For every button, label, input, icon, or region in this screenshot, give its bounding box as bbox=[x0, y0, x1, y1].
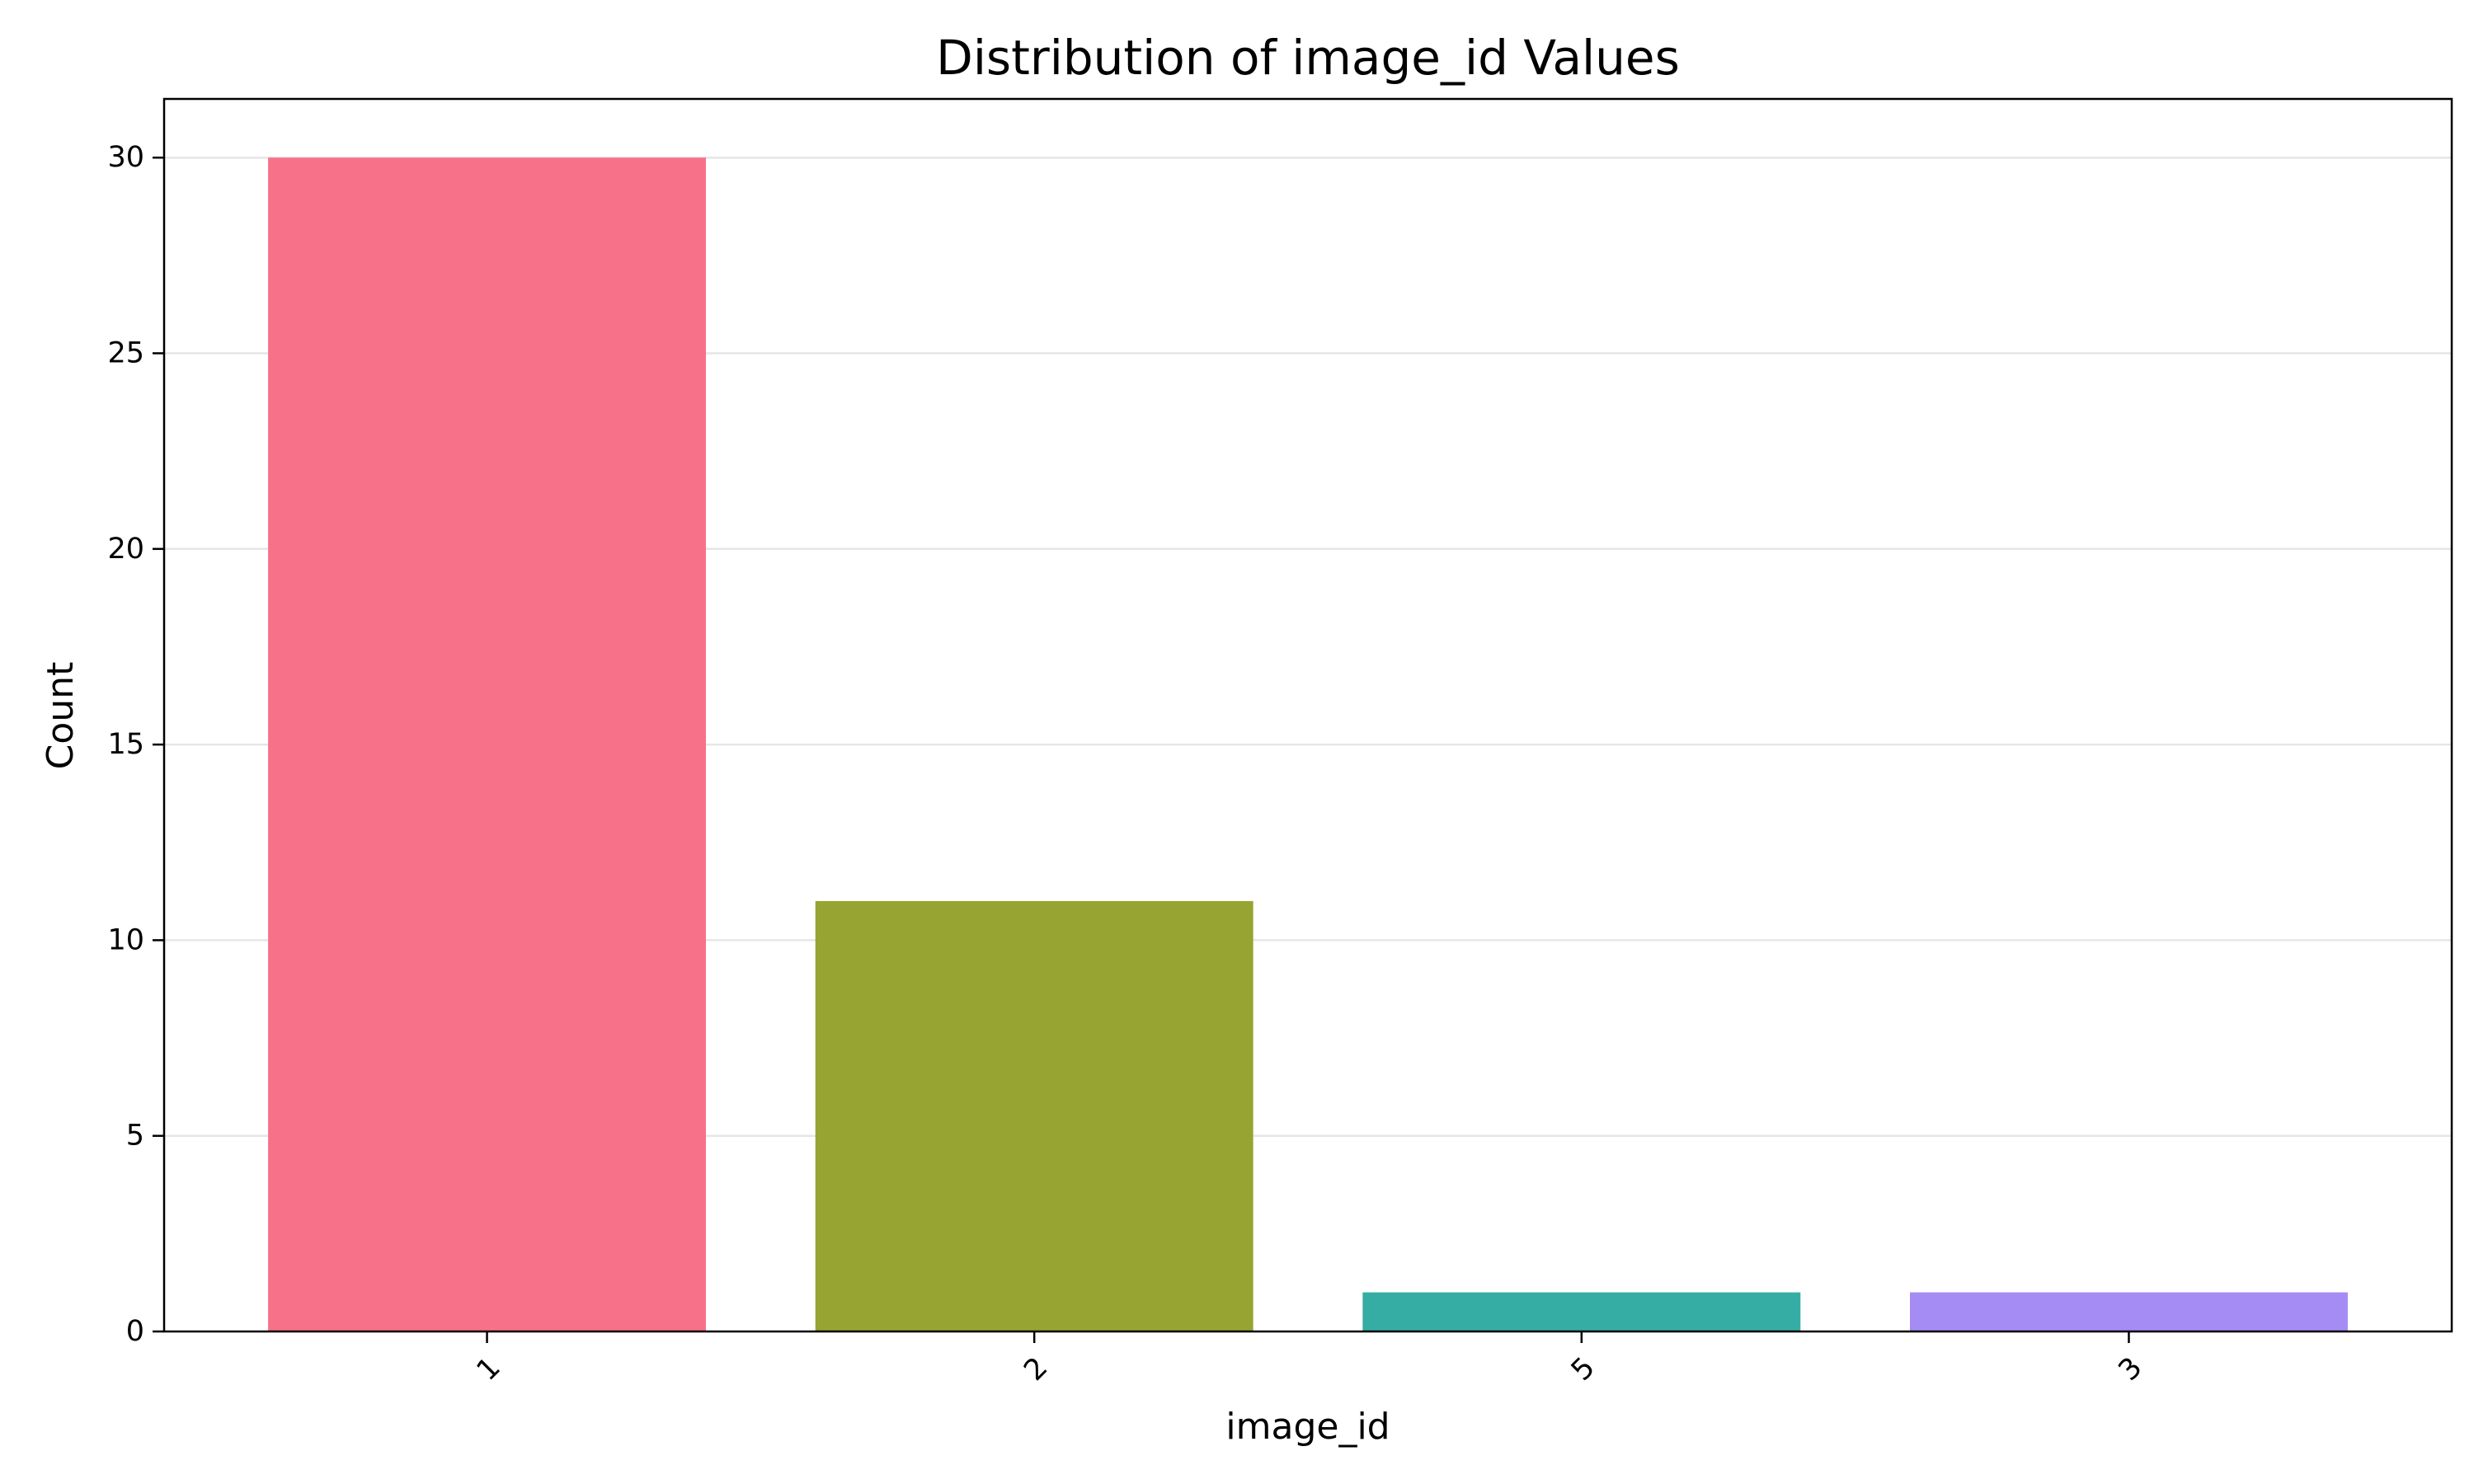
x-axis-label: image_id bbox=[1225, 1406, 1390, 1448]
bar-2 bbox=[815, 900, 1253, 1331]
x-tick-label: 2 bbox=[1018, 1351, 1054, 1388]
bar-3 bbox=[1910, 1292, 2348, 1331]
x-tick-label: 3 bbox=[2113, 1351, 2149, 1388]
x-tick-label: 5 bbox=[1565, 1351, 1602, 1388]
y-tick-label: 10 bbox=[107, 923, 144, 956]
y-axis-label: Count bbox=[40, 662, 82, 770]
y-axis-ticks: 0 5 10 15 20 25 30 bbox=[107, 141, 164, 1348]
x-tick-label: 1 bbox=[471, 1351, 507, 1388]
bars bbox=[268, 157, 2348, 1332]
y-tick-label: 30 bbox=[107, 141, 144, 174]
y-tick-label: 15 bbox=[107, 728, 144, 761]
y-tick-label: 5 bbox=[126, 1120, 144, 1153]
bar-5 bbox=[1362, 1292, 1801, 1331]
plot-area-frame bbox=[162, 97, 2453, 1333]
chart-title: Distribution of image_id Values bbox=[936, 30, 1680, 86]
y-tick-label: 25 bbox=[107, 336, 144, 369]
y-tick-label: 0 bbox=[126, 1315, 144, 1348]
x-axis-ticks: 1 2 5 3 bbox=[471, 1331, 2149, 1388]
y-tick-label: 20 bbox=[107, 533, 144, 566]
bar-1 bbox=[268, 157, 706, 1332]
